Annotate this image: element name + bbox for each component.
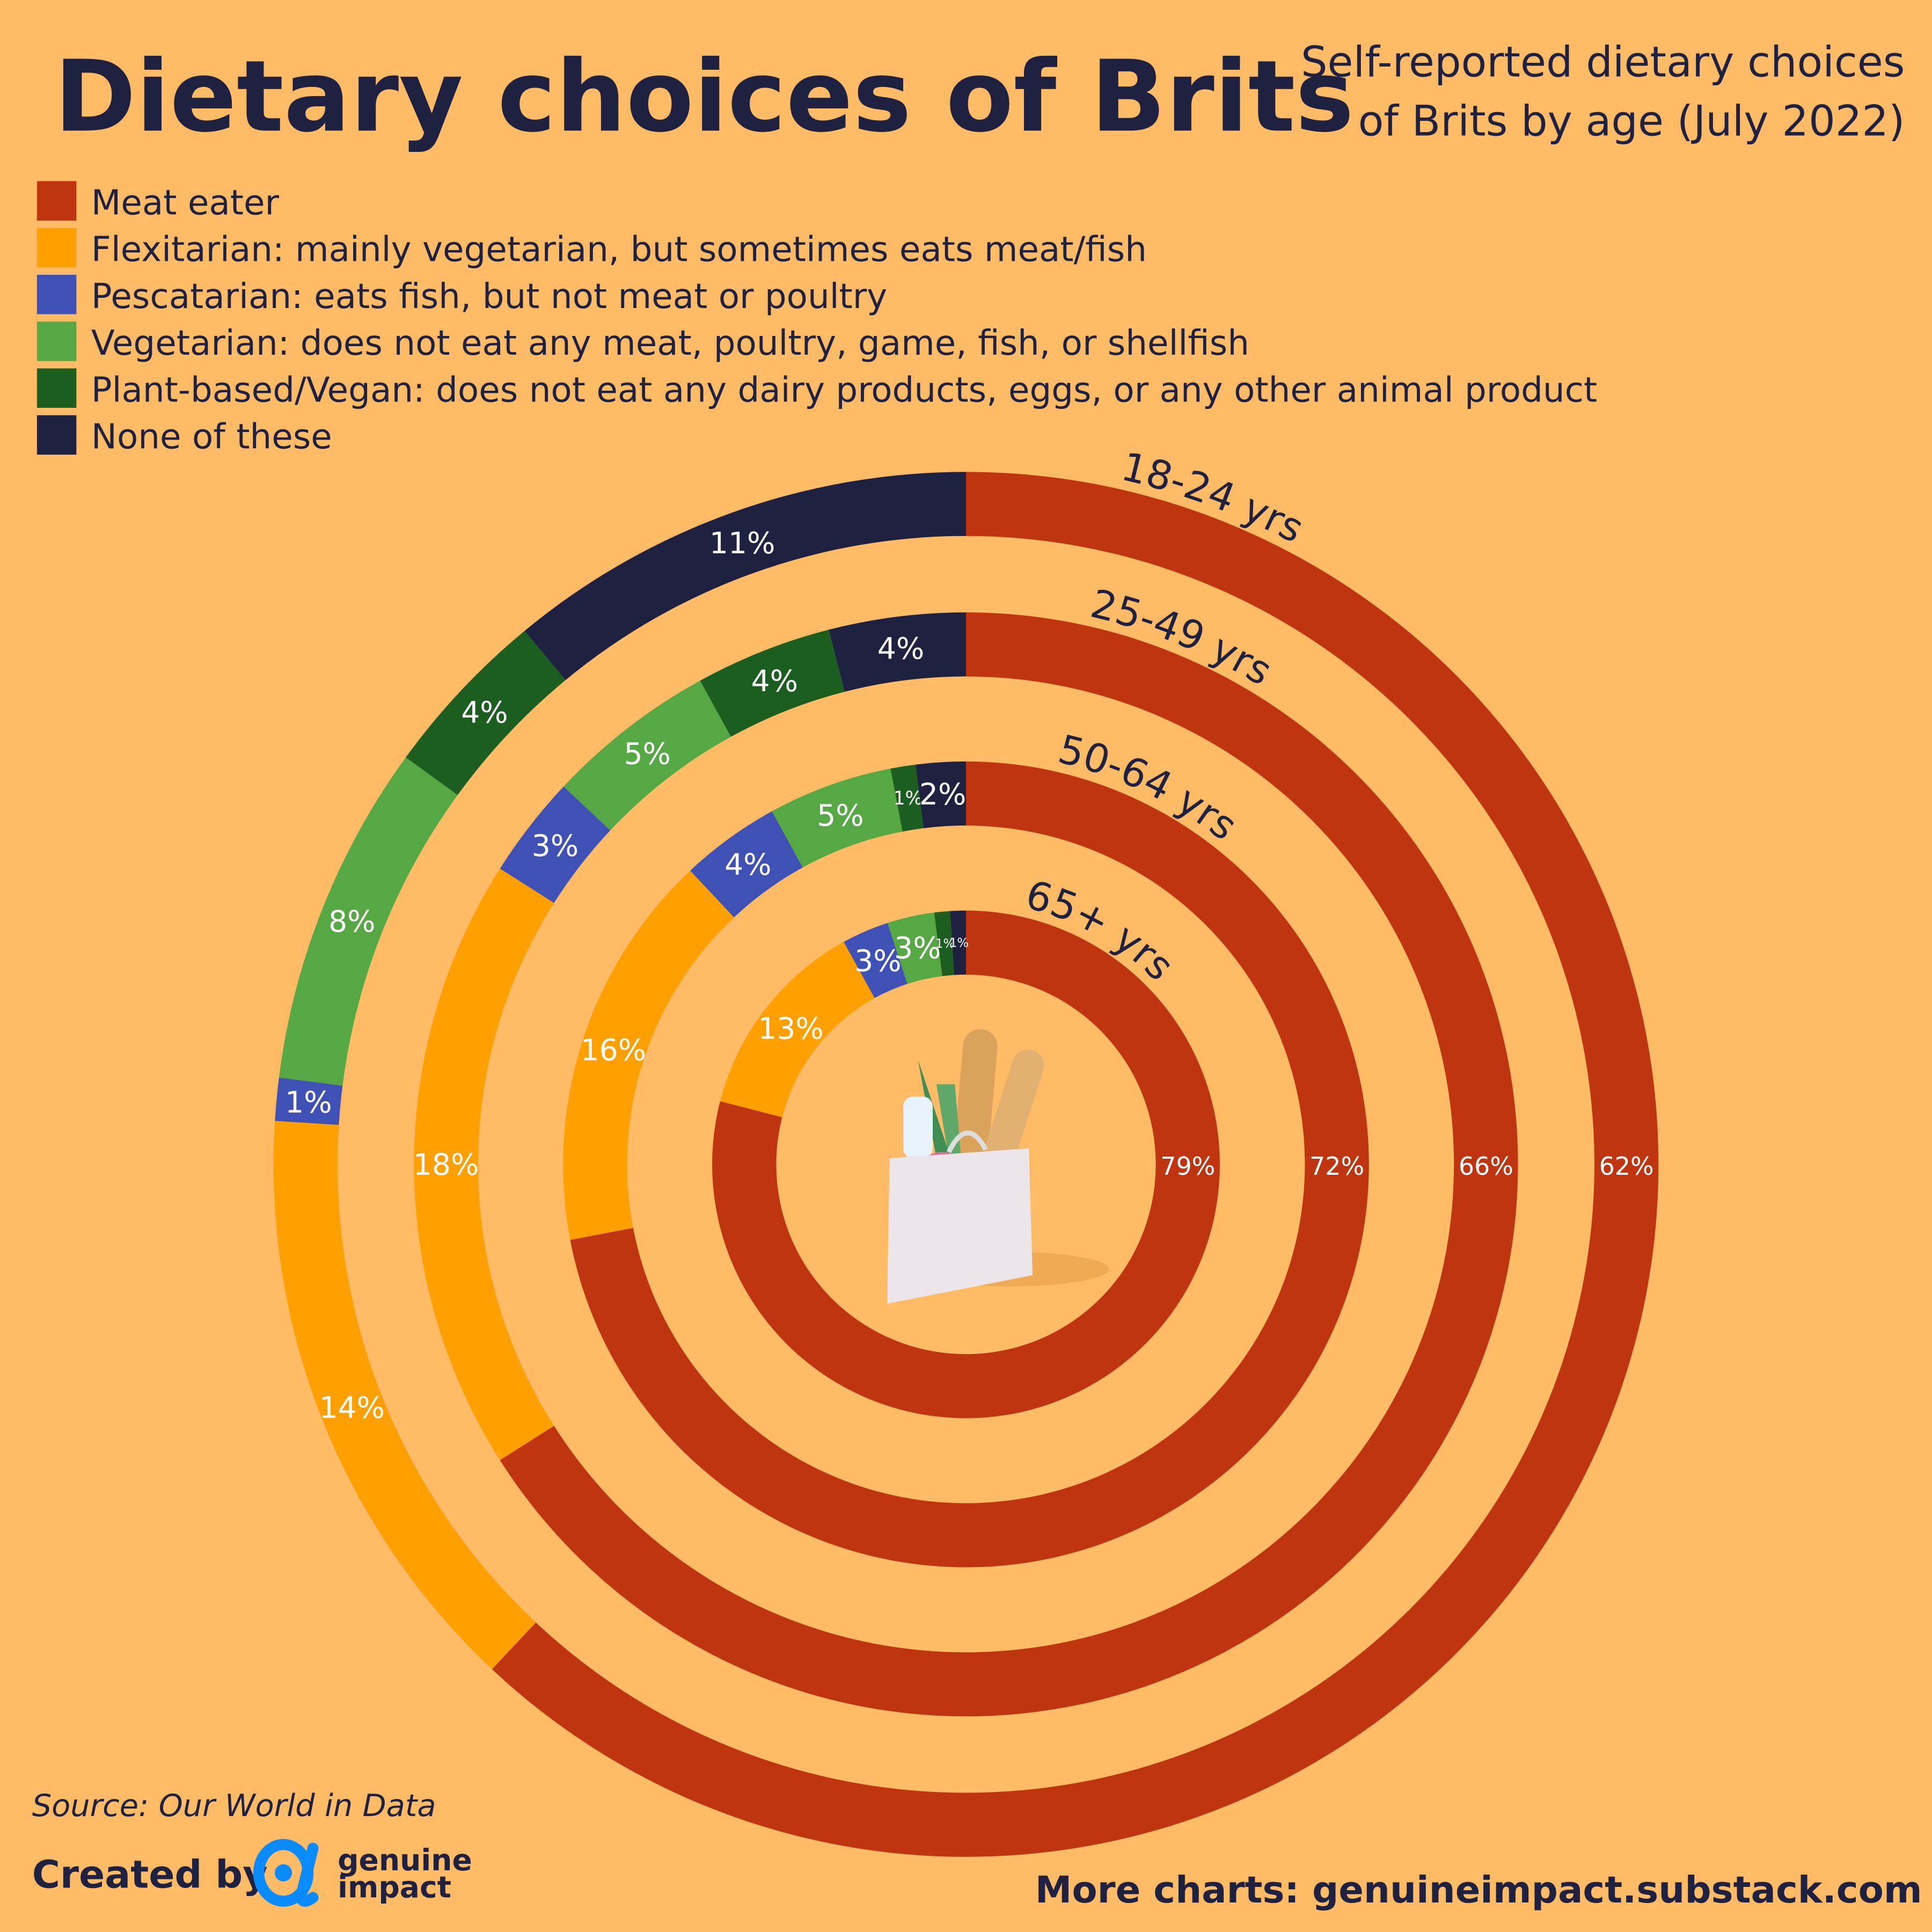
ring-65-yrs: 79%13%3%3%1%1%65+ yrs <box>712 872 1220 1418</box>
value-label: 1% <box>894 788 923 809</box>
value-label: 18% <box>413 1147 479 1182</box>
legend-swatch <box>36 228 77 268</box>
segment-meat-eater <box>492 472 1659 1857</box>
value-label: 3% <box>894 931 941 965</box>
segment-flexitarian <box>273 1121 536 1670</box>
segment-plant-based-vegan <box>934 911 954 976</box>
legend-label: Plant-based/Vegan: does not eat any dair… <box>91 370 1597 410</box>
grocery-bag-icon <box>887 1029 1109 1304</box>
legend: Meat eater Flexitarian: mainly vegetarian… <box>36 181 1597 457</box>
brand-line-1: genuine <box>338 1843 472 1877</box>
value-label: 13% <box>758 1012 823 1046</box>
segment-plant-based-vegan <box>890 764 924 832</box>
value-label: 66% <box>1459 1152 1513 1181</box>
value-label: 72% <box>1309 1152 1364 1181</box>
value-label: 16% <box>581 1033 646 1067</box>
segment-flexitarian <box>563 870 734 1240</box>
legend-item: Pescatarian: eats fish, but not meat or … <box>36 274 887 317</box>
value-label: 3% <box>532 829 579 863</box>
legend-swatch <box>36 321 77 361</box>
legend-label: Flexitarian: mainly vegetarian, but some… <box>91 230 1147 270</box>
value-label: 1% <box>285 1085 332 1119</box>
legend-label: Vegetarian: does not eat any meat, poult… <box>91 323 1249 363</box>
segment-plant-based-vegan <box>700 630 845 737</box>
value-label: 4% <box>751 664 798 698</box>
legend-item: None of these <box>36 415 332 457</box>
legend-swatch <box>36 274 77 314</box>
value-label: 5% <box>624 736 670 771</box>
legend-item: Flexitarian: mainly vegetarian, but some… <box>36 228 1147 270</box>
genuine-impact-logo-icon <box>253 1839 319 1907</box>
value-label: 1% <box>935 937 955 951</box>
segment-vegetarian <box>279 757 458 1086</box>
segment-pescatarian <box>275 1077 343 1125</box>
legend-item: Meat eater <box>36 181 280 223</box>
value-label: 2% <box>919 777 966 811</box>
subtitle-line-2: of Brits by age (July 2022) <box>1358 98 1905 146</box>
chart-title: Dietary choices of Brits <box>54 40 1354 154</box>
value-label: 62% <box>1599 1152 1654 1181</box>
legend-label: Pescatarian: eats fish, but not meat or … <box>91 276 887 317</box>
segment-vegetarian <box>772 769 903 868</box>
value-label: 3% <box>854 944 901 978</box>
segment-pescatarian <box>500 786 611 903</box>
subtitle-line-1: Self-reported dietary choices <box>1301 38 1905 86</box>
legend-swatch <box>36 415 77 455</box>
more-charts-link[interactable]: More charts: genuineimpact.substack.com <box>1035 1869 1922 1912</box>
value-label: 4% <box>461 696 508 730</box>
legend-label: None of these <box>91 417 332 457</box>
segment-none-of-these <box>915 761 966 829</box>
rings: 62%14%1%8%4%11%18-24 yrs66%18%3%5%4%4%25… <box>273 444 1659 1857</box>
value-label: 79% <box>1160 1152 1215 1181</box>
segment-none-of-these <box>829 612 966 692</box>
brand-line-2: impact <box>338 1870 451 1905</box>
source-note: Source: Our World in Data <box>32 1788 436 1824</box>
value-label: 4% <box>724 847 771 882</box>
segment-none-of-these <box>950 910 966 975</box>
value-label: 14% <box>319 1391 385 1425</box>
segment-vegetarian <box>887 912 942 984</box>
value-label: 8% <box>328 904 375 939</box>
created-by-label: Created by <box>32 1852 268 1897</box>
segment-vegetarian <box>564 680 731 831</box>
legend-item: Vegetarian: does not eat any meat, poult… <box>36 321 1249 363</box>
segment-flexitarian <box>414 868 554 1460</box>
value-label: 1% <box>949 936 969 950</box>
legend-swatch <box>36 368 77 408</box>
legend-item: Plant-based/Vegan: does not eat any dair… <box>36 368 1597 410</box>
segment-pescatarian <box>690 811 803 918</box>
value-label: 4% <box>877 632 924 666</box>
legend-label: Meat eater <box>91 182 280 223</box>
segment-plant-based-vegan <box>406 631 566 795</box>
segment-none-of-these <box>524 472 966 680</box>
segment-flexitarian <box>720 942 875 1117</box>
segment-pescatarian <box>844 923 908 998</box>
legend-swatch <box>36 181 77 221</box>
value-label: 11% <box>709 526 775 560</box>
value-label: 5% <box>817 799 863 833</box>
